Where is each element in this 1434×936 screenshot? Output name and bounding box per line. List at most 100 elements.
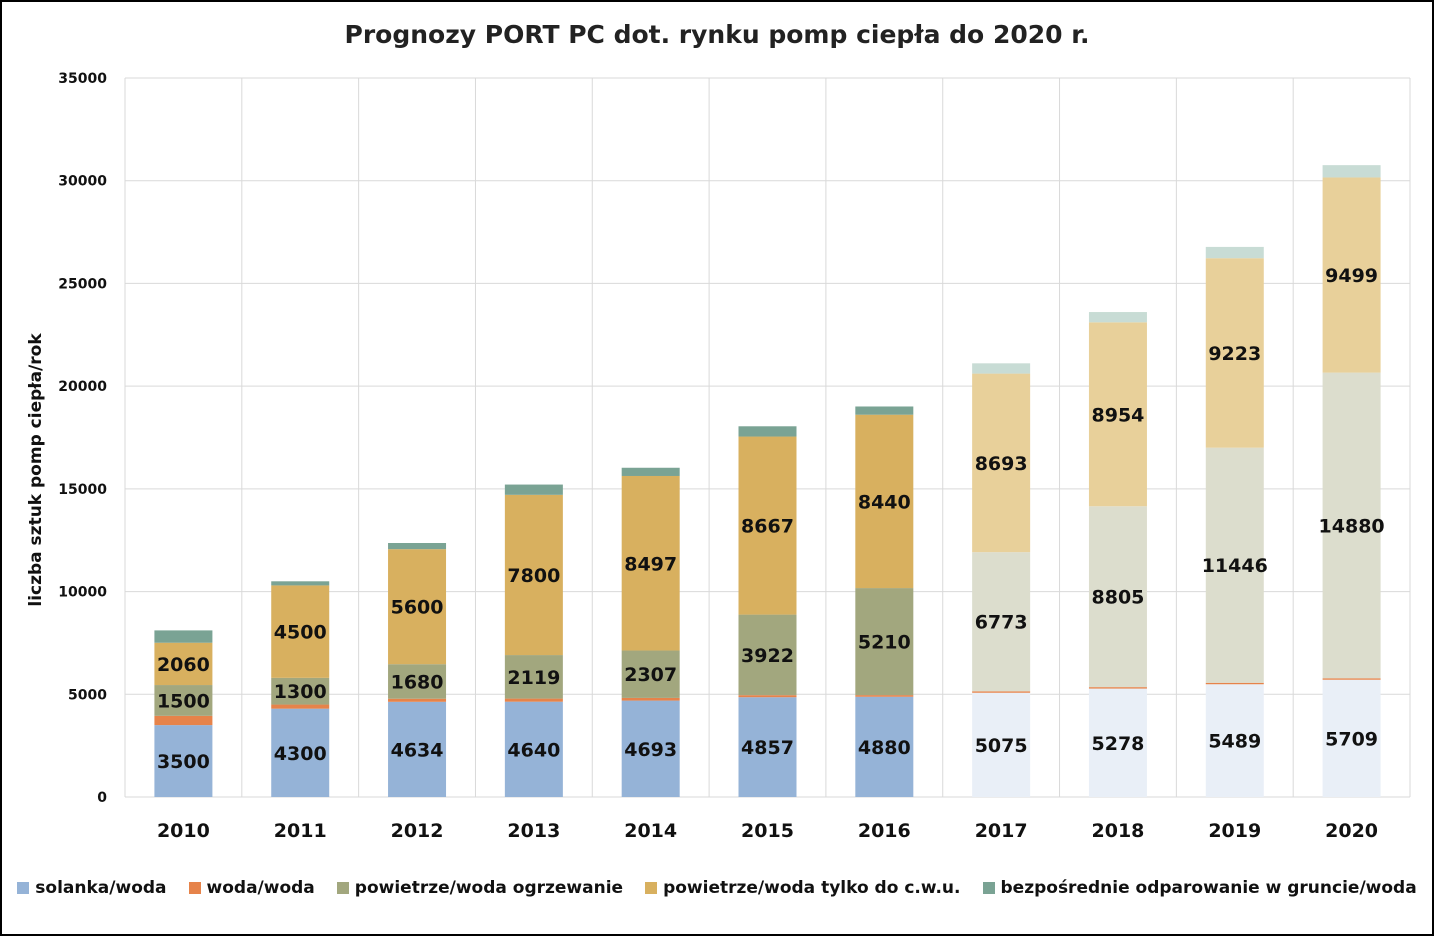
x-tick-label: 2015	[741, 820, 794, 842]
x-tick-label: 2010	[157, 820, 210, 842]
data-label: 8693	[975, 453, 1028, 475]
bar-segment	[855, 696, 914, 797]
bar-segment	[1088, 688, 1147, 797]
bar-segment	[271, 708, 330, 797]
data-label: 8667	[741, 516, 794, 538]
x-tick-label: 2020	[1325, 820, 1378, 842]
data-label: 5489	[1208, 731, 1261, 753]
x-tick-label: 2017	[975, 820, 1028, 842]
data-label: 8497	[624, 553, 677, 575]
bar-segment	[972, 692, 1031, 797]
bar-segment	[388, 664, 447, 699]
data-label: 11446	[1202, 555, 1268, 577]
data-label: 8954	[1092, 404, 1145, 426]
data-label: 4693	[624, 739, 677, 761]
bar-segment	[504, 698, 563, 702]
bar-segment	[1088, 312, 1147, 323]
data-label: 1300	[274, 681, 327, 703]
data-label: 7800	[507, 565, 560, 587]
bar-segment	[504, 655, 563, 699]
data-label: 8805	[1092, 587, 1145, 609]
x-tick-label: 2019	[1208, 820, 1261, 842]
data-label: 2119	[507, 667, 560, 689]
y-tick-label: 5000	[68, 687, 107, 703]
legend-item: solanka/woda	[17, 878, 167, 898]
bar-segment	[271, 581, 330, 586]
y-tick-label: 15000	[58, 482, 107, 498]
bar-segment	[621, 650, 680, 698]
x-tick-label: 2016	[858, 820, 911, 842]
bar-segment	[271, 677, 330, 705]
x-tick-label: 2013	[507, 820, 560, 842]
bar-segment	[388, 543, 447, 550]
data-label: 4857	[741, 737, 794, 759]
legend-item: powietrze/woda tylko do c.w.u.	[645, 878, 961, 898]
data-label: 3500	[157, 751, 210, 773]
bar-segment	[1088, 687, 1147, 689]
bar-segment	[388, 549, 447, 665]
y-tick-label: 20000	[58, 379, 107, 395]
y-tick-label: 35000	[58, 71, 107, 87]
bar-segment	[504, 494, 563, 656]
data-label: 6773	[975, 612, 1028, 634]
bar-segment	[738, 426, 797, 437]
bar-segment	[972, 552, 1031, 692]
legend-item: bezpośrednie odparowanie w gruncie/woda	[982, 878, 1417, 898]
bar-segment	[738, 614, 797, 696]
bar-segment	[855, 695, 914, 697]
bar-segment	[855, 406, 914, 415]
bar-segment	[504, 701, 563, 797]
data-label: 1680	[391, 671, 444, 693]
data-label: 4640	[507, 739, 560, 761]
x-tick-label: 2011	[274, 820, 327, 842]
data-label: 5278	[1092, 733, 1145, 755]
legend-swatch	[645, 882, 658, 894]
data-label: 1500	[157, 690, 210, 712]
bar-segment	[621, 467, 680, 476]
data-label: 2060	[157, 654, 210, 676]
bar-segment	[1205, 246, 1264, 259]
legend-swatch	[188, 882, 201, 894]
bar-segment	[154, 630, 213, 643]
x-tick-label: 2012	[391, 820, 444, 842]
bar-segment	[388, 698, 447, 702]
legend-swatch	[982, 882, 995, 894]
legend-label: woda/woda	[206, 878, 315, 898]
bar-segment	[1088, 322, 1147, 507]
bar-segment	[504, 484, 563, 495]
bar-segment	[621, 475, 680, 651]
data-label: 4500	[274, 622, 327, 644]
bar-segment	[1322, 678, 1381, 680]
bar-segment	[1322, 177, 1381, 373]
bar-segment	[1205, 258, 1264, 448]
legend-item: powietrze/woda ogrzewanie	[336, 878, 624, 898]
bar-segment	[1205, 682, 1264, 685]
x-tick-label: 2014	[624, 820, 677, 842]
legend-label: powietrze/woda tylko do c.w.u.	[663, 878, 961, 898]
legend-label: powietrze/woda ogrzewanie	[354, 878, 624, 898]
bar-segment	[1088, 506, 1147, 688]
bar-segment	[154, 725, 213, 797]
bar-segment	[738, 695, 797, 698]
bar-segment	[271, 704, 330, 709]
bar-segment	[154, 685, 213, 716]
data-label: 9223	[1208, 343, 1261, 365]
legend-item: woda/woda	[188, 878, 315, 898]
bar-segment	[1322, 165, 1381, 178]
legend-label: bezpośrednie odparowanie w gruncie/woda	[1000, 878, 1417, 898]
bar-segment	[1205, 684, 1264, 797]
bar-segment	[271, 585, 330, 678]
bar-segment	[738, 697, 797, 797]
bar-segment	[1322, 372, 1381, 679]
bar-segment	[154, 715, 213, 726]
bar-segment	[388, 701, 447, 797]
data-label: 4300	[274, 743, 327, 765]
y-tick-label: 25000	[58, 276, 107, 292]
bar-segment	[621, 700, 680, 797]
bar-segment	[855, 414, 914, 589]
bar-segment	[738, 436, 797, 615]
bar-segment	[1322, 679, 1381, 797]
y-tick-label: 0	[97, 790, 107, 806]
